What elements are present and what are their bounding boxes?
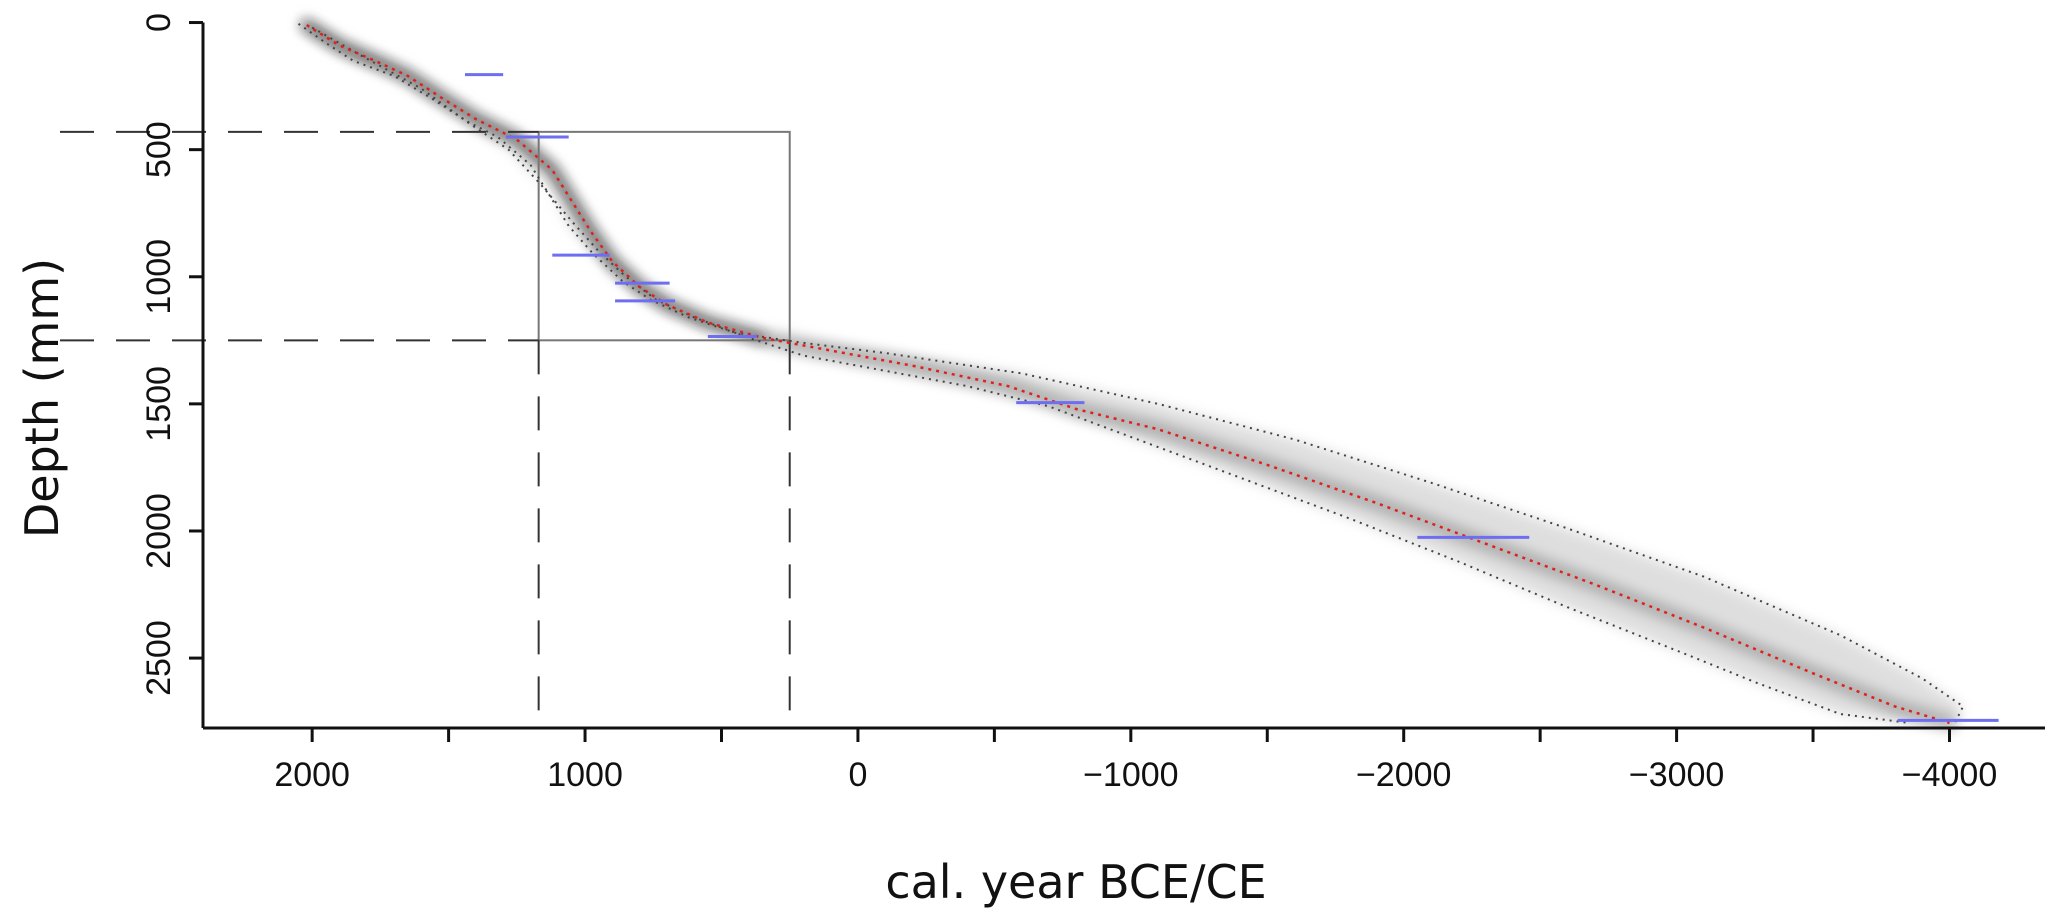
x-axis-title: cal. year BCE/CE	[885, 855, 1266, 909]
x-tick-label: −1000	[1083, 756, 1179, 794]
axes: 2000 1000 0 −1000 −2000 −3000 −4000 0 500 1000 150…	[140, 13, 2045, 794]
range-line-lower	[297, 22, 1965, 724]
zoom-region	[60, 130, 791, 728]
x-tick-label: 1000	[547, 756, 623, 794]
x-tick-label: 2000	[274, 756, 350, 794]
range-line-upper	[311, 26, 1909, 724]
envelope-core-dark	[303, 21, 766, 342]
y-tick-label: 1500	[140, 366, 178, 442]
y-tick-label: 2500	[140, 620, 178, 696]
x-tick-label: −3000	[1629, 756, 1725, 794]
y-tick-label: 1000	[140, 239, 178, 315]
y-tick-label: 2000	[140, 493, 178, 569]
median-line	[306, 24, 1950, 725]
x-tick-label: −2000	[1356, 756, 1452, 794]
y-axis-title: Depth (mm)	[15, 258, 69, 538]
envelope-shade	[298, 23, 1964, 723]
dated-levels	[464, 73, 1999, 722]
age-model-lines	[297, 22, 1965, 725]
x-tick-label: −4000	[1902, 756, 1998, 794]
age-model-envelope	[298, 17, 1964, 731]
zoom-box	[537, 130, 791, 342]
y-tick-label: 0	[140, 13, 178, 32]
y-tick-label: 500	[140, 121, 178, 178]
x-tick-label: 0	[848, 756, 867, 794]
